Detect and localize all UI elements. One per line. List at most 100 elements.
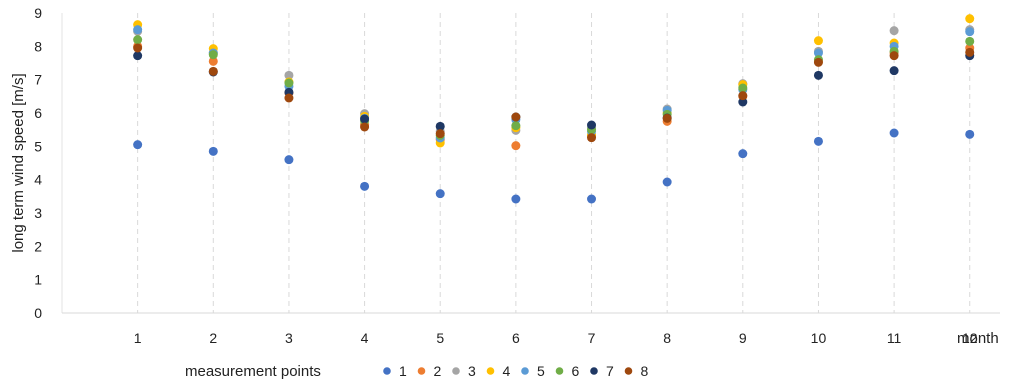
- data-point: [889, 51, 899, 61]
- x-tick-label: 5: [436, 330, 444, 346]
- legend-marker: [417, 367, 426, 375]
- x-axis-label: month: [957, 330, 999, 347]
- data-point: [813, 136, 823, 146]
- data-point: [208, 56, 218, 66]
- legend-marker: [452, 367, 460, 375]
- data-point: [133, 35, 143, 45]
- x-tick-label: 3: [285, 330, 293, 346]
- series-3: [133, 25, 975, 136]
- data-point: [360, 181, 370, 191]
- legend-title: measurement points: [185, 363, 321, 380]
- data-point: [738, 91, 748, 101]
- x-tick-labels: 1 2 3 4 5 6 7 8 9 10 11 12: [134, 330, 978, 346]
- series-4: [133, 14, 975, 148]
- data-point: [133, 51, 143, 61]
- data-point: [889, 66, 899, 76]
- series-6: [133, 35, 975, 140]
- y-tick-label: 2: [34, 238, 42, 254]
- data-point: [284, 70, 294, 80]
- legend-marker: [624, 367, 633, 375]
- data-point: [813, 70, 823, 80]
- data-point: [587, 120, 597, 130]
- data-point: [133, 140, 143, 150]
- x-tick-label: 8: [663, 330, 671, 346]
- legend-entry: 3: [468, 363, 476, 379]
- legend-entry: 4: [503, 363, 511, 379]
- legend-marker: [521, 367, 529, 375]
- legend-marker: [383, 367, 391, 375]
- data-point: [965, 36, 975, 46]
- legend-entry: 2: [434, 363, 442, 379]
- data-point: [889, 128, 899, 138]
- x-tick-label: 10: [811, 330, 827, 346]
- data-point: [208, 66, 218, 76]
- data-point: [133, 25, 143, 35]
- x-tick-label: 6: [512, 330, 520, 346]
- x-tick-label: 11: [887, 330, 902, 346]
- data-point: [511, 121, 521, 131]
- data-points: [133, 14, 975, 204]
- y-tick-label: 4: [34, 172, 42, 188]
- legend-marker: [486, 367, 495, 375]
- y-tick-label: 8: [34, 38, 42, 54]
- data-point: [813, 57, 823, 67]
- data-point: [208, 146, 218, 156]
- x-tick-label: 12: [962, 330, 978, 346]
- x-tick-label: 2: [209, 330, 217, 346]
- grid-lines: [61, 13, 971, 313]
- data-point: [133, 43, 143, 53]
- y-tick-labels: 0 1 2 3 4 5 6 7 8 9: [34, 5, 42, 321]
- data-point: [284, 78, 294, 88]
- legend-entry: 8: [641, 363, 649, 379]
- data-point: [284, 155, 294, 165]
- data-point: [965, 14, 975, 24]
- series-5: [133, 25, 975, 143]
- data-point: [813, 36, 823, 46]
- y-tick-label: 3: [34, 205, 42, 221]
- data-point: [965, 47, 975, 57]
- data-point: [511, 141, 521, 151]
- data-point: [965, 129, 975, 139]
- data-point: [738, 149, 748, 159]
- y-tick-label: 6: [34, 105, 42, 121]
- data-point: [511, 112, 521, 122]
- data-point: [360, 114, 370, 124]
- data-point: [435, 121, 445, 131]
- x-tick-label: 1: [134, 330, 142, 346]
- legend: measurement points 1 2 3 4 5 6 7 8: [185, 363, 649, 380]
- y-tick-label: 9: [34, 5, 42, 21]
- y-tick-label: 5: [34, 138, 42, 154]
- data-point: [662, 113, 672, 123]
- y-tick-label: 7: [34, 72, 42, 88]
- data-point: [738, 97, 748, 107]
- x-tick-label: 9: [739, 330, 747, 346]
- x-tick-label: 4: [361, 330, 369, 346]
- y-tick-label: 0: [34, 305, 42, 321]
- series-7: [133, 51, 975, 131]
- data-point: [587, 194, 597, 204]
- legend-entry: 5: [537, 363, 545, 379]
- y-tick-label: 1: [34, 272, 42, 288]
- legend-marker: [590, 367, 598, 375]
- data-point: [738, 83, 748, 93]
- data-point: [587, 133, 597, 143]
- x-tick-label: 7: [588, 330, 596, 346]
- data-point: [360, 122, 370, 132]
- series-1: [133, 128, 975, 204]
- data-point: [965, 27, 975, 37]
- data-point: [208, 50, 218, 60]
- series-8: [133, 43, 975, 143]
- y-axis-label: long term wind speed [m/s]: [10, 73, 27, 252]
- data-point: [284, 93, 294, 103]
- data-point: [662, 177, 672, 187]
- data-point: [889, 26, 899, 36]
- series-2: [133, 41, 975, 151]
- legend-entry: 1: [399, 363, 407, 379]
- legend-entry: 6: [572, 363, 580, 379]
- legend-entry: 7: [606, 363, 614, 379]
- data-point: [435, 129, 445, 139]
- data-point: [435, 189, 445, 199]
- data-point: [511, 194, 521, 204]
- legend-marker: [555, 367, 564, 375]
